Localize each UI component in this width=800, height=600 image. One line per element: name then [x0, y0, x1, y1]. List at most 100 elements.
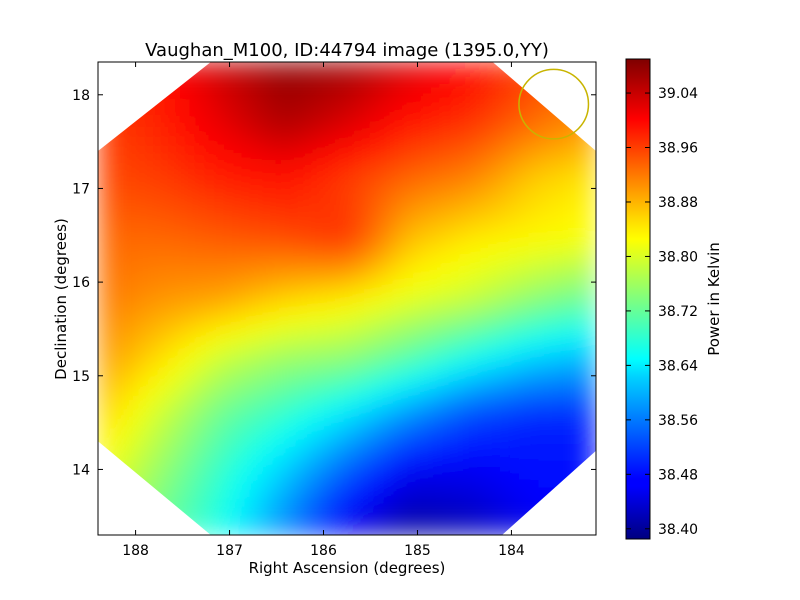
heatmap-cell	[212, 354, 223, 366]
heatmap-cell	[308, 175, 319, 186]
heatmap-cell	[394, 496, 405, 508]
heatmap-cell	[135, 71, 147, 82]
heatmap-cell	[461, 515, 472, 527]
heatmap-cell	[269, 62, 281, 72]
heatmap-cell	[135, 269, 147, 281]
heatmap-cell	[557, 184, 568, 195]
heatmap-cell	[394, 137, 405, 148]
heatmap-cell	[336, 137, 348, 148]
heatmap-cell	[451, 279, 463, 290]
heatmap-cell	[250, 212, 262, 224]
heatmap-cell	[566, 373, 578, 385]
heatmap-cell	[365, 184, 377, 195]
heatmap-cell	[317, 260, 329, 271]
heatmap-cell	[98, 515, 109, 527]
heatmap-cell	[432, 222, 444, 233]
heatmap-cell	[499, 118, 511, 129]
heatmap-cell	[126, 118, 137, 129]
heatmap-cell	[327, 477, 338, 489]
heatmap-cell	[250, 373, 262, 385]
heatmap-cell	[432, 373, 444, 385]
heatmap-cell	[107, 515, 118, 527]
heatmap-cell	[155, 260, 166, 271]
heatmap-cell	[490, 80, 501, 91]
heatmap-cell	[566, 421, 578, 432]
heatmap-cell	[336, 175, 348, 186]
heatmap-cell	[202, 477, 214, 489]
heatmap-cell	[518, 250, 530, 262]
heatmap-cell	[394, 298, 405, 309]
heatmap-cell	[585, 250, 596, 262]
heatmap-cell	[576, 411, 587, 422]
heatmap-cell	[394, 487, 405, 498]
heatmap-cell	[107, 146, 118, 158]
heatmap-cell	[518, 402, 530, 413]
heatmap-cell	[212, 411, 223, 422]
heatmap-cell	[346, 118, 358, 129]
heatmap-cell	[135, 108, 147, 120]
heatmap-cell	[566, 449, 578, 460]
heatmap-cell	[432, 364, 444, 375]
heatmap-cell	[461, 316, 472, 328]
heatmap-cell	[566, 89, 578, 101]
heatmap-cell	[327, 250, 338, 262]
heatmap-cell	[155, 250, 166, 262]
heatmap-cell	[394, 392, 405, 404]
heatmap-cell	[279, 288, 291, 299]
heatmap-cell	[509, 411, 520, 422]
heatmap-cell	[365, 402, 377, 413]
heatmap-cell	[145, 402, 156, 413]
heatmap-cell	[404, 222, 415, 233]
heatmap-cell	[375, 468, 386, 479]
heatmap-cell	[308, 421, 319, 432]
heatmap-cell	[413, 506, 425, 517]
heatmap-cell	[509, 335, 520, 347]
heatmap-cell	[442, 316, 453, 328]
heatmap-cell	[404, 449, 415, 460]
heatmap-cell	[308, 222, 319, 233]
colorbar-gradient	[625, 58, 651, 540]
heatmap-cell	[346, 146, 358, 158]
heatmap-cell	[298, 118, 310, 129]
heatmap-cell	[145, 165, 156, 177]
heatmap-cell	[126, 288, 137, 299]
heatmap-cell	[289, 118, 300, 129]
heatmap-cell	[155, 496, 166, 508]
heatmap-cell	[547, 298, 559, 309]
heatmap-cell	[557, 439, 568, 451]
heatmap-cell	[193, 392, 204, 404]
heatmap-cell	[585, 269, 596, 281]
heatmap-cell	[413, 260, 425, 271]
heatmap-cell	[509, 402, 520, 413]
heatmap-cell	[384, 241, 396, 252]
heatmap-cell	[375, 335, 386, 347]
heatmap-cell	[298, 108, 310, 120]
heatmap-cell	[432, 449, 444, 460]
heatmap-cell	[145, 184, 156, 195]
heatmap-cell	[241, 127, 252, 139]
heatmap-cell	[279, 487, 291, 498]
heatmap-cell	[547, 354, 559, 366]
heatmap-cell	[442, 477, 453, 489]
heatmap-cell	[212, 71, 223, 82]
heatmap-cell	[145, 203, 156, 214]
heatmap-cell	[566, 515, 578, 527]
heatmap-cell	[528, 487, 540, 498]
heatmap-cell	[557, 99, 568, 110]
heatmap-cell	[423, 156, 434, 167]
heatmap-cell	[538, 487, 549, 498]
heatmap-cell	[260, 146, 271, 158]
heatmap-cell	[155, 146, 166, 158]
heatmap-cell	[222, 99, 233, 110]
heatmap-cell	[260, 231, 271, 243]
heatmap-cell	[518, 392, 530, 404]
heatmap-cell	[557, 279, 568, 290]
heatmap-cell	[317, 364, 329, 375]
heatmap-cell	[528, 525, 540, 535]
heatmap-cell	[145, 373, 156, 385]
heatmap-cell	[107, 354, 118, 366]
heatmap-cell	[451, 468, 463, 479]
heatmap-cell	[375, 193, 386, 205]
heatmap-cell	[375, 288, 386, 299]
heatmap-cell	[442, 156, 453, 167]
